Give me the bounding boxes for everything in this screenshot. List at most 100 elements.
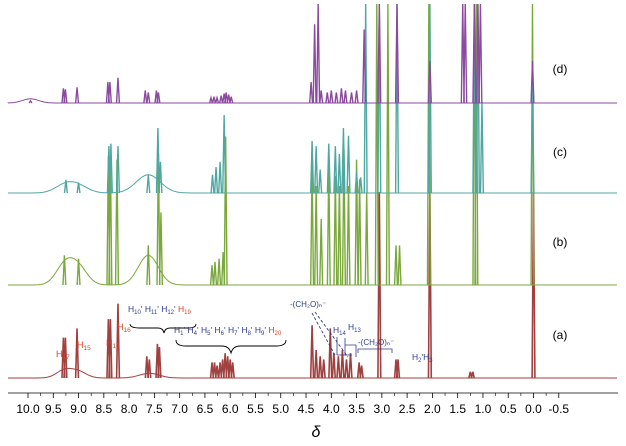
peak	[377, 3, 382, 104]
peak	[395, 359, 401, 379]
peak	[348, 353, 353, 379]
peak	[363, 3, 368, 194]
peak	[336, 356, 341, 379]
peak	[319, 218, 324, 286]
peak	[229, 96, 234, 104]
peak	[346, 185, 351, 286]
peak	[28, 99, 33, 104]
label-H2-H3: H2'H3	[412, 352, 433, 364]
x-tick-label: -0.5	[548, 402, 569, 416]
peak	[76, 258, 81, 286]
peak	[349, 92, 354, 104]
peak	[214, 365, 220, 379]
peak	[377, 191, 382, 379]
peak	[226, 94, 231, 104]
spectrum-a	[8, 191, 617, 379]
peak	[362, 29, 367, 104]
label-ch2o-right: -(CH₂O)ₙ⁻	[358, 338, 394, 347]
peak	[333, 176, 338, 286]
x-tick-label: 5.5	[247, 402, 264, 416]
x-tick-label: 1.0	[475, 402, 492, 416]
peak	[309, 140, 315, 194]
peak	[478, 3, 483, 104]
label-H18: H18	[106, 338, 120, 350]
peak	[343, 90, 348, 104]
peak	[470, 371, 476, 379]
label-H15: H15	[77, 340, 91, 352]
peak	[346, 135, 351, 194]
peak	[209, 265, 215, 286]
x-tick-label: 10.0	[16, 402, 40, 416]
peak	[222, 114, 227, 194]
peak	[463, 3, 468, 104]
peak	[208, 95, 214, 104]
leader-ch2o-1	[311, 312, 337, 358]
peak	[331, 353, 337, 379]
peak	[318, 169, 323, 194]
peak	[210, 174, 215, 194]
brace-lower-group	[175, 339, 287, 355]
peak	[329, 90, 334, 104]
x-axis-label: δ	[312, 424, 322, 441]
peak	[479, 101, 485, 194]
label-H17: H17	[56, 349, 70, 361]
label-ch2o-left: -(CH₂O)ₙ⁻	[290, 300, 326, 309]
x-tick-label: 9.0	[70, 402, 87, 416]
series-label-d: (d)	[553, 62, 568, 76]
bracket-H14	[336, 337, 352, 356]
peak	[313, 350, 319, 379]
peak	[357, 179, 362, 286]
peak	[211, 96, 217, 104]
peak	[74, 87, 80, 104]
label-H13: H13	[348, 322, 361, 334]
x-tick-label: 9.5	[45, 402, 62, 416]
peak	[157, 346, 162, 379]
peak	[146, 245, 151, 286]
x-tick-label: 4.5	[298, 402, 315, 416]
series-label-c: (c)	[553, 145, 567, 159]
peak	[530, 60, 535, 104]
peak	[339, 88, 344, 104]
peak	[359, 365, 364, 379]
peak	[155, 127, 161, 194]
peak	[427, 3, 432, 194]
x-tick-label: 1.5	[449, 402, 466, 416]
peak	[341, 127, 346, 194]
peak	[317, 356, 323, 379]
peak	[333, 146, 338, 194]
peak	[319, 90, 324, 104]
peak	[146, 92, 151, 104]
peak	[107, 81, 112, 104]
peak	[364, 192, 369, 286]
peak	[115, 146, 121, 194]
x-tick-label: 7.0	[171, 402, 188, 416]
x-tick-label: 6.0	[222, 402, 239, 416]
peak	[62, 255, 67, 286]
peak	[76, 182, 81, 194]
peak	[63, 179, 69, 194]
peak	[328, 328, 333, 379]
x-tick-label: 4.0	[323, 402, 340, 416]
peak	[143, 90, 148, 104]
peak	[219, 95, 224, 104]
peak	[115, 77, 121, 104]
label-H16: H16	[117, 322, 131, 334]
peak	[63, 337, 68, 379]
peak	[393, 245, 399, 286]
peak	[214, 95, 220, 104]
peak	[472, 3, 477, 104]
peak	[314, 146, 319, 194]
peak	[312, 24, 317, 104]
peak	[337, 185, 342, 286]
peak	[108, 319, 113, 379]
peak	[115, 303, 121, 379]
peak	[344, 359, 349, 379]
peak	[385, 3, 391, 286]
peak	[316, 3, 321, 104]
peak	[213, 166, 219, 194]
label-lower-group: H1' H4' H5' H6' H7' H8' H9' H20	[174, 325, 282, 337]
peak	[354, 90, 359, 104]
peak	[108, 143, 114, 194]
peak	[146, 174, 151, 194]
